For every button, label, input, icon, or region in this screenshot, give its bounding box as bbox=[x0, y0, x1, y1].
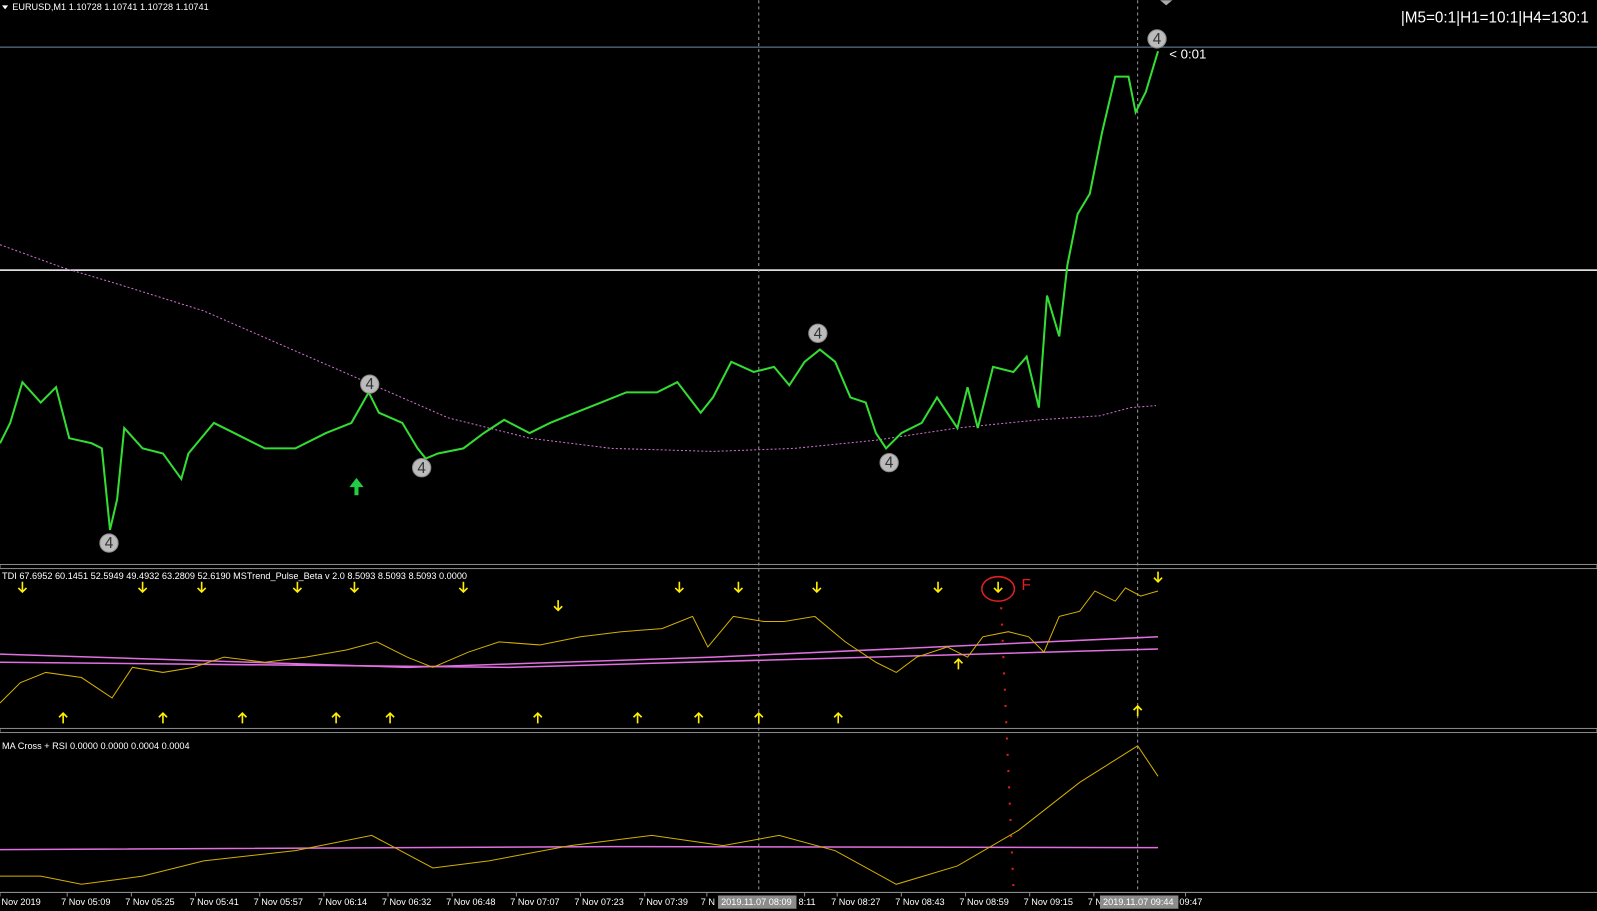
time-label: 8:11 bbox=[799, 897, 816, 907]
time-label: 7 Nov 09:15 bbox=[1024, 897, 1073, 907]
buy-arrow-small bbox=[331, 712, 341, 724]
time-label: 09:47 bbox=[1179, 897, 1202, 907]
sell-arrow bbox=[993, 581, 1003, 594]
sell-arrow bbox=[812, 581, 822, 594]
time-label: 7 Nov 07:07 bbox=[510, 897, 559, 907]
time-label: 7 Nov 08:59 bbox=[959, 897, 1008, 907]
pivot-marker bbox=[411, 458, 432, 478]
pivot-label: 4 bbox=[885, 455, 894, 472]
buy-arrow-small bbox=[953, 658, 964, 670]
time-highlight bbox=[718, 895, 797, 909]
time-label: 7 Nov 05:57 bbox=[254, 897, 303, 907]
panel-separator bbox=[0, 727, 1597, 734]
time-label: 7 Nov 06:32 bbox=[382, 897, 431, 907]
time-label: 7 Nov 08:27 bbox=[831, 897, 880, 907]
buy-arrow-small bbox=[833, 712, 843, 724]
pivot-marker bbox=[360, 374, 380, 394]
tdi-band bbox=[0, 648, 1159, 669]
sell-arrow bbox=[197, 581, 207, 594]
time-label: 7 N bbox=[1088, 897, 1102, 907]
buy-arrow-small bbox=[533, 712, 543, 724]
time-label: 7 Nov 08:43 bbox=[895, 897, 944, 907]
buy-arrow-small bbox=[754, 712, 764, 724]
sell-arrow bbox=[933, 581, 943, 594]
price-line bbox=[0, 50, 1160, 531]
buy-arrow-small bbox=[385, 712, 395, 724]
symbol-info: EURUSD,M1 1.10728 1.10741 1.10728 1.1074… bbox=[12, 2, 209, 12]
time-label: 7 Nov 2019 bbox=[0, 897, 41, 907]
timer: < 0:01 bbox=[1169, 47, 1206, 62]
sell-arrow bbox=[292, 581, 303, 594]
time-highlight bbox=[1099, 895, 1179, 909]
ma-line bbox=[0, 745, 1159, 885]
time-label: 7 N bbox=[701, 897, 715, 907]
pivot-marker bbox=[99, 533, 119, 553]
time-label: 7 Nov 06:48 bbox=[446, 897, 495, 907]
pivot-label: 4 bbox=[1153, 31, 1162, 48]
time-highlight-label: 2019.11.07 09:44 bbox=[1103, 897, 1174, 907]
pivot-marker bbox=[808, 323, 828, 343]
buy-arrow-small bbox=[694, 712, 704, 724]
tdi-line bbox=[0, 587, 1159, 704]
pivot-label: 4 bbox=[365, 376, 374, 393]
sell-arrow bbox=[458, 581, 469, 594]
pivot-marker bbox=[879, 452, 899, 473]
ma-signal bbox=[0, 845, 1159, 851]
time-label: 7 Nov 07:39 bbox=[639, 897, 688, 907]
buy-arrow-small bbox=[158, 712, 168, 724]
buy-arrow bbox=[349, 477, 364, 496]
time-label: 7 Nov 05:25 bbox=[125, 897, 174, 907]
pivot-label: 4 bbox=[814, 325, 823, 342]
pivot-marker bbox=[1147, 29, 1167, 49]
sell-arrow bbox=[553, 600, 563, 612]
period-info: |M5=0:1|H1=10:1|H4=130:1 bbox=[1401, 10, 1589, 27]
sell-arrow bbox=[137, 581, 148, 594]
tdi-band bbox=[0, 636, 1159, 669]
pivot-label: 4 bbox=[105, 535, 114, 552]
pivot-label: 4 bbox=[417, 460, 426, 477]
sell-arrow bbox=[17, 581, 28, 594]
time-highlight-label: 2019.11.07 08:09 bbox=[721, 897, 792, 907]
time-label: 7 Nov 05:09 bbox=[61, 897, 110, 907]
sell-arrow bbox=[349, 581, 360, 594]
time-label: 7 Nov 05:41 bbox=[189, 897, 238, 907]
sell-arrow bbox=[674, 581, 684, 594]
buy-arrow-small bbox=[1133, 704, 1143, 717]
moving-average bbox=[0, 244, 1157, 452]
ma-label: MA Cross + RSI 0.0000 0.0000 0.0004 0.00… bbox=[2, 741, 190, 751]
tdi-label: TDI 67.6952 60.1451 52.5949 49.4932 63.2… bbox=[2, 571, 467, 581]
panel-separator bbox=[0, 563, 1597, 570]
shift-marker bbox=[1160, 0, 1173, 6]
buy-arrow-small bbox=[237, 712, 248, 724]
buy-arrow-small bbox=[632, 712, 643, 724]
time-label: 7 Nov 06:14 bbox=[318, 897, 367, 907]
menu-triangle bbox=[2, 5, 9, 10]
time-label: 7 Nov 07:23 bbox=[574, 897, 623, 907]
sell-arrow bbox=[1153, 571, 1163, 583]
annotation: F bbox=[1022, 577, 1031, 594]
annotation-circle bbox=[981, 575, 1016, 602]
sell-arrow bbox=[733, 581, 744, 594]
buy-arrow-small bbox=[58, 712, 68, 724]
